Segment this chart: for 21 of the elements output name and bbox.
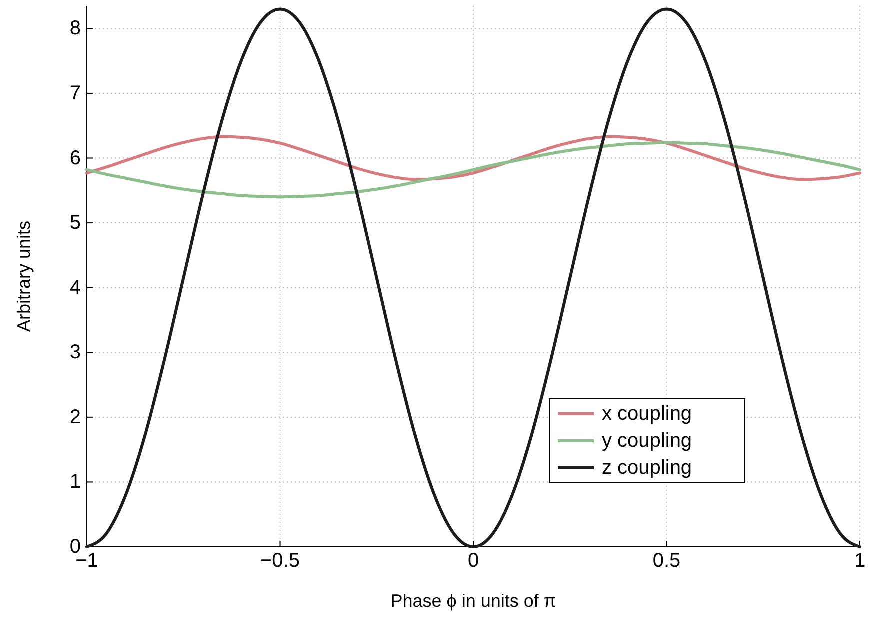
x-axis-title: Phase ϕ in units of π: [390, 591, 556, 611]
x-tick-label: 1: [854, 550, 866, 572]
line-series: [86, 135, 862, 182]
y-tick-label: 3: [70, 342, 81, 364]
y-tick-label: 0: [70, 536, 81, 558]
y-tick-label: 2: [70, 406, 81, 428]
y-tick-label: 4: [70, 276, 81, 299]
y-tick-label: 6: [70, 147, 81, 170]
y-tick-label: 7: [70, 82, 81, 104]
x-tick-label: 0.5: [652, 550, 681, 572]
line-series: [86, 141, 862, 199]
x-tick-label: −0.5: [260, 550, 300, 572]
y-axis-title: Arbitrary units: [14, 220, 34, 332]
y-tick-label: 1: [70, 471, 81, 494]
legend-label: x coupling: [602, 403, 692, 425]
y-tick-label: 5: [70, 212, 81, 234]
line-series: [86, 8, 862, 548]
y-tick-label: 8: [70, 18, 81, 40]
x-tick-label: 0: [468, 550, 480, 572]
legend-label: z coupling: [602, 457, 692, 479]
legend-label: y coupling: [602, 430, 692, 452]
